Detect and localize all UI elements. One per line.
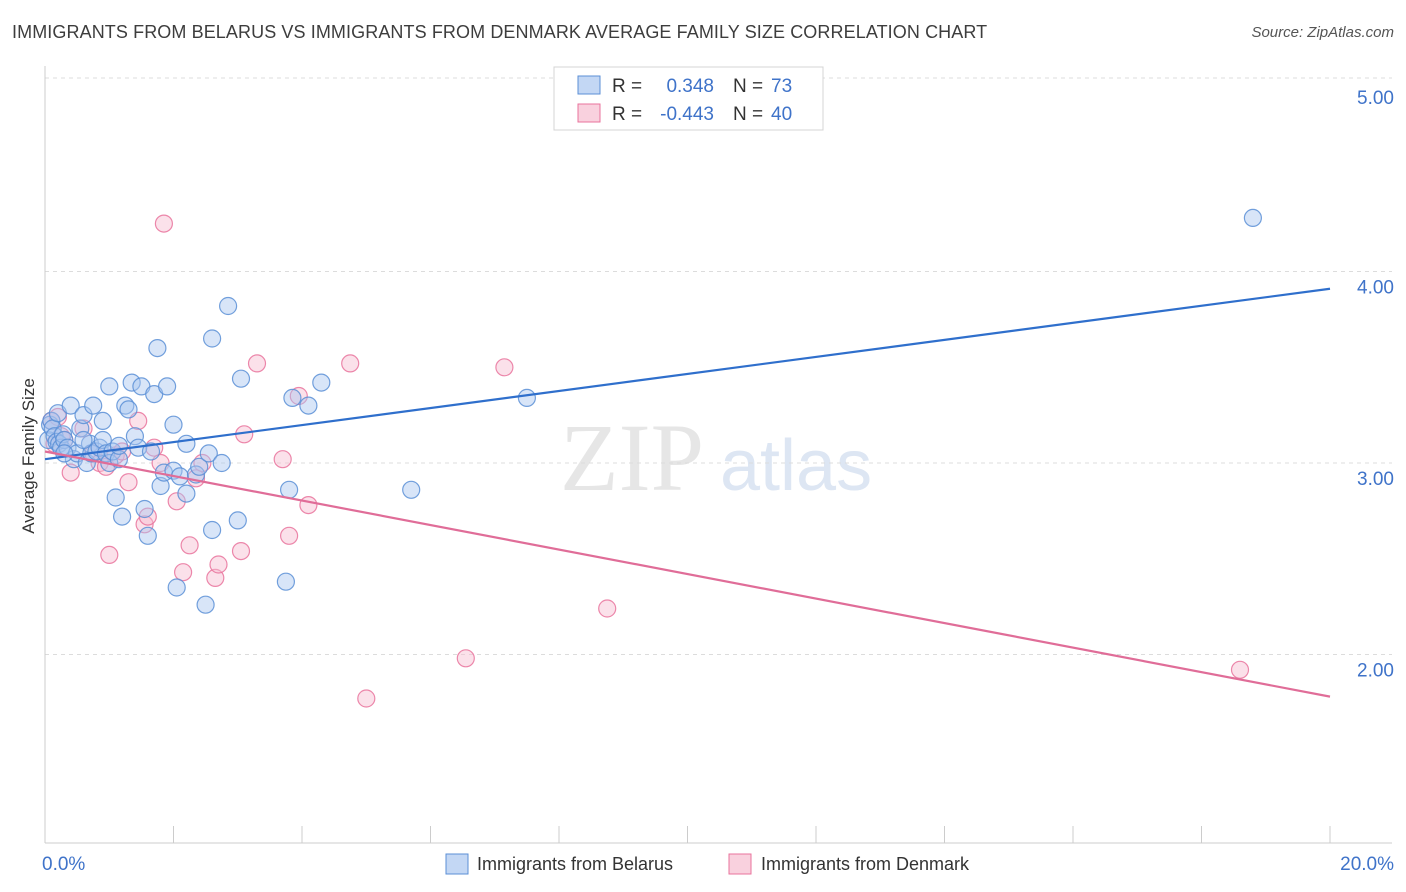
belarus-point: [231, 369, 251, 388]
y-axis-label: Average Family Size: [19, 378, 38, 534]
belarus-point: [71, 419, 90, 438]
stats-n-value: 40: [771, 104, 792, 125]
denmark-point: [61, 463, 80, 482]
belarus-point: [151, 476, 170, 496]
denmark-point: [231, 541, 251, 561]
belarus-point: [138, 526, 157, 545]
chart-title: IMMIGRANTS FROM BELARUS VS IMMIGRANTS FR…: [12, 22, 988, 42]
belarus-point: [196, 595, 215, 614]
belarus-point: [119, 400, 138, 419]
belarus-point: [177, 484, 196, 503]
y-tick-label: 3.00: [1357, 469, 1394, 490]
legend-label-belarus: Immigrants from Belarus: [477, 854, 673, 874]
belarus-point: [74, 430, 93, 450]
stats-legend-swatch-belarus: [577, 75, 601, 95]
belarus-point: [312, 373, 331, 392]
belarus-point: [61, 396, 80, 415]
belarus-point: [106, 488, 125, 507]
belarus-point: [280, 480, 299, 499]
stats-r-label: R =: [612, 104, 642, 125]
x-tick-label: 0.0%: [42, 854, 85, 875]
denmark-point: [357, 689, 376, 708]
denmark-point: [206, 568, 225, 588]
belarus-point: [122, 373, 141, 392]
belarus-point: [164, 415, 183, 434]
denmark-point: [209, 555, 228, 574]
denmark-point: [341, 354, 360, 373]
series-legend: Immigrants from Belarus Immigrants from …: [445, 853, 970, 875]
belarus-point: [148, 339, 167, 358]
gridlines: [45, 77, 1392, 655]
x-tick-label: 20.0%: [1340, 854, 1394, 875]
denmark-point: [1230, 660, 1250, 679]
y-tick-label: 5.00: [1357, 88, 1394, 109]
denmark-point: [289, 386, 308, 406]
stats-n-label: N =: [733, 76, 763, 97]
belarus-point: [53, 425, 73, 444]
belarus-point: [167, 578, 186, 597]
x-tick-labels: 0.0% 20.0%: [42, 854, 1394, 875]
y-tick-labels: 2.00 3.00 4.00 5.00: [1357, 88, 1394, 682]
belarus-point: [276, 572, 295, 591]
belarus-point: [84, 396, 103, 415]
belarus-point: [109, 436, 129, 455]
watermark-atlas: atlas: [720, 426, 872, 506]
stats-r-value: 0.348: [666, 76, 714, 97]
belarus-point: [299, 396, 318, 415]
belarus-point: [199, 444, 218, 463]
denmark-point: [100, 545, 119, 565]
legend-swatch-denmark: [728, 853, 752, 875]
belarus-point: [402, 480, 421, 499]
belarus-point: [125, 427, 144, 446]
belarus-point: [141, 442, 161, 461]
denmark-point: [273, 450, 292, 469]
legend-label-denmark: Immigrants from Denmark: [761, 854, 970, 874]
trend-lines: [44, 287, 1331, 698]
belarus-point: [190, 457, 209, 476]
belarus-point: [203, 520, 222, 540]
stats-legend: R = 0.348 N = 73 R = -0.443 N = 40: [553, 66, 824, 131]
denmark-point: [247, 354, 267, 373]
belarus-point: [283, 388, 302, 407]
belarus-point: [109, 450, 129, 469]
source-label: Source: ZipAtlas.com: [1251, 24, 1394, 41]
trend-line-denmark: [44, 450, 1331, 698]
belarus-point: [228, 511, 247, 530]
denmark-point: [174, 563, 193, 582]
belarus-point: [112, 507, 132, 526]
stats-r-value: -0.443: [660, 104, 714, 125]
belarus-point: [177, 434, 196, 453]
denmark-point: [299, 496, 318, 515]
denmark-point: [495, 358, 514, 377]
belarus-point: [212, 453, 231, 473]
y-tick-label: 4.00: [1357, 278, 1394, 299]
watermark-zip: ZIP: [560, 404, 704, 511]
denmark-point: [154, 214, 173, 233]
belarus-point: [93, 411, 112, 430]
denmark-point: [180, 536, 199, 555]
stats-n-label: N =: [733, 104, 763, 125]
denmark-point: [119, 473, 138, 492]
stats-n-value: 73: [771, 76, 792, 97]
stats-r-label: R =: [612, 76, 642, 97]
trend-line-belarus: [44, 287, 1331, 461]
denmark-point: [456, 649, 475, 668]
denmark-point: [598, 599, 617, 618]
legend-swatch-belarus: [445, 853, 469, 875]
belarus-point: [517, 388, 537, 407]
denmark-point: [167, 492, 186, 511]
belarus-point: [74, 406, 93, 425]
belarus-point: [1243, 208, 1263, 227]
belarus-point: [158, 377, 177, 396]
belarus-point: [203, 329, 222, 348]
watermark: ZIP atlas: [560, 404, 872, 511]
stats-legend-swatch-denmark: [577, 103, 601, 123]
axes: [44, 66, 1392, 844]
belarus-point: [100, 377, 119, 396]
belarus-point: [135, 499, 154, 519]
denmark-point: [280, 526, 299, 545]
y-tick-label: 2.00: [1357, 661, 1394, 682]
belarus-point: [219, 296, 238, 316]
